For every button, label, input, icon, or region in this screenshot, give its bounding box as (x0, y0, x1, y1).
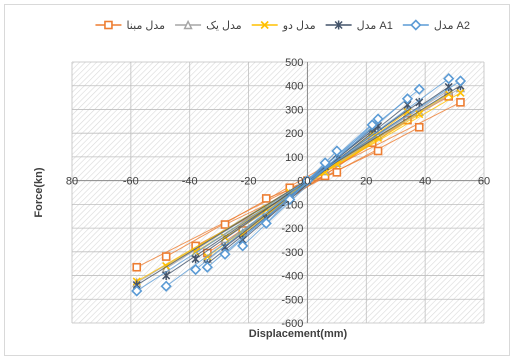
data-point (401, 93, 414, 105)
data-point (261, 194, 271, 203)
legend: مدل A2 مدل A1 مدل دو مدل یک مدل مبنا (95, 19, 470, 32)
y-tick-label: -200 (281, 223, 303, 235)
x-tick-label: -60 (123, 176, 139, 188)
y-tick-label: 400 (285, 81, 303, 93)
data-point (260, 217, 272, 229)
x-tick-label: 40 (419, 176, 431, 188)
legend-item: مدل A1 (325, 20, 393, 32)
axes (72, 62, 484, 323)
x-tick-label: 20 (360, 176, 372, 188)
y-tick-label: 500 (285, 57, 303, 69)
data-point (201, 261, 214, 273)
y-tick-label: -500 (281, 294, 303, 306)
y-tick-label: 300 (285, 104, 303, 116)
y-tick-label: -300 (281, 247, 303, 259)
data-point (219, 248, 231, 260)
legend-label: مدل مبنا (126, 20, 165, 32)
data-point (414, 122, 424, 132)
x-tick-label: 60 (478, 176, 490, 188)
y-tick-label: 100 (285, 152, 303, 164)
data-point (410, 19, 422, 31)
data-point (160, 280, 172, 292)
legend-item: مدل دو (251, 20, 316, 32)
y-tick-label: 200 (285, 128, 303, 140)
data-point (131, 285, 143, 297)
data-point (331, 145, 343, 157)
x-tick-label: -40 (182, 176, 198, 188)
y-tick-label: -600 (281, 318, 303, 330)
data-point (413, 83, 425, 95)
tick-labels: -600-500-400-300-200-1000100200300400500… (66, 57, 490, 330)
series-layer (131, 72, 467, 297)
x-axis-title: Displacement(mm) (249, 328, 348, 340)
y-axis-title: Force(kn) (33, 167, 45, 217)
y-tick-label: -400 (281, 271, 303, 283)
x-tick-label: 0 (304, 176, 310, 188)
data-point (132, 262, 142, 272)
data-point (454, 75, 467, 87)
legend-item: مدل یک (175, 19, 242, 32)
y-tick-label: -100 (281, 199, 303, 211)
legend-item: مدل مبنا (95, 20, 165, 32)
data-point (415, 110, 424, 119)
data-point (260, 20, 269, 30)
data-point (189, 263, 202, 276)
y-tick-label: 0 (297, 176, 303, 188)
data-point (332, 168, 342, 177)
x-tick-label: 80 (66, 176, 78, 188)
data-point (284, 193, 296, 206)
legend-label: مدل دو (282, 20, 316, 32)
legend-label: مدل یک (206, 20, 242, 32)
data-point (415, 97, 424, 107)
data-point (366, 119, 378, 131)
data-point (443, 72, 455, 85)
legend-label: مدل A2 (434, 20, 470, 32)
data-point (456, 88, 465, 97)
data-point (104, 20, 113, 30)
data-point (372, 113, 384, 125)
data-point (191, 254, 200, 264)
data-point (301, 175, 314, 187)
data-point (334, 20, 343, 30)
data-point (456, 98, 465, 107)
data-point (161, 252, 171, 261)
series-5 (131, 72, 467, 297)
data-point (183, 19, 193, 30)
x-tick-label: -20 (241, 176, 257, 188)
legend-label: مدل A1 (357, 20, 393, 32)
data-point (220, 220, 230, 229)
data-point (237, 240, 249, 252)
data-point (373, 146, 383, 156)
data-point (319, 157, 331, 169)
legend-item: مدل A2 (402, 19, 470, 32)
